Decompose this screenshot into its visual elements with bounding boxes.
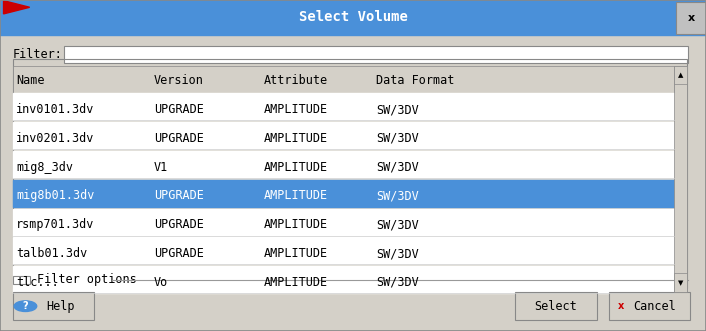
Text: inv0101.3dv: inv0101.3dv [16,103,95,116]
Text: V1: V1 [154,161,168,174]
Bar [13,275,30,284]
Text: x: x [618,301,624,311]
Text: Name: Name [16,73,44,87]
Bar [13,292,94,320]
Text: talb01.3dv: talb01.3dv [16,247,88,260]
Bar [674,273,687,292]
Bar [674,66,687,292]
Text: AMPLITUDE: AMPLITUDE [263,247,328,260]
Text: Data Format: Data Format [376,73,455,87]
Bar [13,266,674,293]
Bar [13,66,674,93]
Bar [13,237,674,264]
Bar [13,122,674,149]
Text: UPGRADE: UPGRADE [154,132,204,145]
Text: UPGRADE: UPGRADE [154,218,204,231]
Text: x: x [688,13,695,23]
Text: SW/3DV: SW/3DV [376,161,419,174]
Text: mig8b01.3dv: mig8b01.3dv [16,189,95,203]
Text: mig8_3dv: mig8_3dv [16,161,73,174]
Bar [676,2,706,34]
Bar [13,59,687,288]
Bar [0,0,706,35]
Text: Filter options: Filter options [37,273,137,286]
Bar [13,180,674,207]
Text: SW/3DV: SW/3DV [376,218,419,231]
Text: Vo: Vo [154,276,168,289]
Polygon shape [4,1,30,14]
Text: ▼: ▼ [678,280,683,286]
Text: AMPLITUDE: AMPLITUDE [263,276,328,289]
Text: SW/3DV: SW/3DV [376,103,419,116]
Bar [0,35,706,331]
Bar [64,46,688,63]
Text: Select: Select [534,300,578,313]
Text: AMPLITUDE: AMPLITUDE [263,189,328,203]
Bar [13,151,674,178]
Text: AMPLITUDE: AMPLITUDE [263,132,328,145]
Bar [13,209,674,236]
Text: tlc...: tlc... [16,276,59,289]
Text: AMPLITUDE: AMPLITUDE [263,103,328,116]
Text: Version: Version [154,73,204,87]
Bar [13,93,674,120]
Text: Cancel: Cancel [633,300,676,313]
Bar [515,292,597,320]
Text: UPGRADE: UPGRADE [154,103,204,116]
Text: Help: Help [47,300,75,313]
Text: rsmp701.3dv: rsmp701.3dv [16,218,95,231]
Text: Filter:: Filter: [13,48,63,61]
Text: ?: ? [23,301,28,311]
Text: Select Volume: Select Volume [299,10,407,24]
Text: SW/3DV: SW/3DV [376,189,419,203]
Text: inv0201.3dv: inv0201.3dv [16,132,95,145]
Circle shape [14,301,37,311]
Text: Attribute: Attribute [263,73,328,87]
Text: ▲: ▲ [678,72,683,78]
Text: AMPLITUDE: AMPLITUDE [263,161,328,174]
Bar [674,66,687,84]
Text: SW/3DV: SW/3DV [376,276,419,289]
Text: AMPLITUDE: AMPLITUDE [263,218,328,231]
Bar [609,292,690,320]
Text: UPGRADE: UPGRADE [154,247,204,260]
Text: SW/3DV: SW/3DV [376,132,419,145]
Text: UPGRADE: UPGRADE [154,189,204,203]
Text: SW/3DV: SW/3DV [376,247,419,260]
